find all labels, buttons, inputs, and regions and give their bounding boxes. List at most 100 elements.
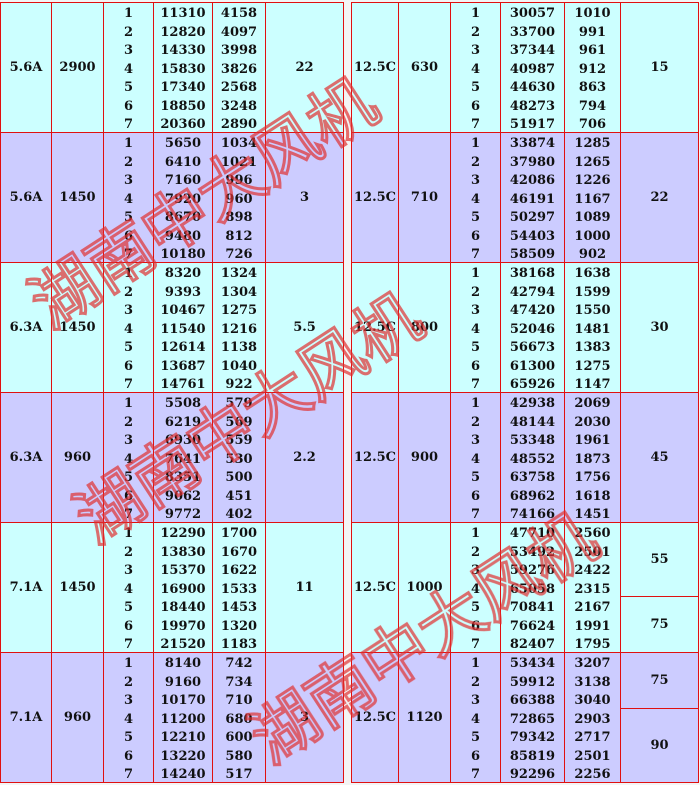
pressure-value: 1700: [220, 526, 258, 541]
position-value: 5: [123, 600, 134, 616]
flow-column: 11310 12820 14330 15830 17340 18850 20360: [153, 2, 213, 133]
position-value: 1: [123, 136, 134, 151]
position-value: 5: [470, 210, 481, 226]
power-cell: 3: [265, 652, 344, 783]
pressure-value: 1021: [220, 154, 258, 170]
pressure-value: 1453: [220, 600, 258, 616]
flow-value: 53492: [509, 544, 556, 560]
speed-cell: 1450: [51, 262, 104, 393]
pressure-value: 580: [225, 748, 253, 764]
pressure-value: 1383: [574, 340, 611, 356]
position-value: 5: [123, 340, 134, 356]
position-column: 1 2 3 4 5 6 7: [450, 2, 501, 133]
pressure-column: 579 569 559 530 500 451 402: [212, 392, 266, 523]
pressure-value: 680: [225, 711, 253, 727]
flow-value: 53434: [509, 656, 556, 671]
position-value: 5: [470, 470, 481, 486]
position-value: 2: [123, 284, 134, 300]
position-column: 1 2 3 4 5 6 7: [450, 392, 501, 523]
model-cell: 12.5C: [351, 522, 399, 653]
pressure-column: 1285 1265 1226 1167 1089 1000 902: [564, 132, 621, 263]
position-value: 3: [123, 693, 134, 709]
position-value: 4: [123, 61, 134, 77]
flow-value: 37344: [509, 43, 556, 59]
flow-value: 33874: [509, 136, 556, 151]
pressure-value: 2568: [220, 80, 258, 96]
position-value: 1: [123, 526, 134, 541]
pressure-value: 960: [225, 191, 253, 207]
flow-value: 18440: [160, 600, 206, 616]
flow-column: 30057 33700 37344 40987 44630 48273 51917: [500, 2, 565, 133]
flow-value: 17340: [160, 80, 206, 96]
flow-value: 9480: [164, 228, 202, 244]
flow-value: 15830: [160, 61, 206, 77]
flow-column: 38168 42794 47420 52046 56673 61300 65926: [500, 262, 565, 393]
pressure-value: 2890: [220, 117, 258, 133]
model-cell: 12.5C: [351, 652, 399, 783]
flow-value: 65058: [509, 581, 556, 597]
pressure-value: 2501: [574, 544, 611, 560]
position-value: 4: [123, 191, 134, 207]
flow-column: 5650 6410 7160 7920 8670 9480 10180: [153, 132, 213, 263]
flow-value: 58509: [509, 247, 556, 263]
position-value: 6: [470, 488, 481, 504]
flow-value: 30057: [509, 6, 556, 21]
flow-value: 10467: [160, 303, 206, 319]
pressure-column: 742 734 710 680 600 580 517: [212, 652, 266, 783]
pressure-value: 559: [225, 433, 253, 449]
position-value: 6: [123, 228, 134, 244]
flow-value: 7920: [164, 191, 202, 207]
power-cell: 5.5: [265, 262, 344, 393]
pressure-value: 794: [578, 98, 607, 114]
flow-value: 68962: [509, 488, 556, 504]
pressure-value: 2069: [574, 396, 611, 411]
position-value: 3: [123, 563, 134, 579]
pressure-value: 1481: [574, 321, 611, 337]
pressure-value: 1000: [574, 228, 611, 244]
pressure-value: 1275: [220, 303, 258, 319]
position-value: 7: [123, 767, 134, 783]
flow-value: 63758: [509, 470, 556, 486]
pressure-value: 706: [578, 117, 607, 133]
pressure-value: 3207: [574, 656, 611, 671]
flow-value: 8670: [164, 210, 202, 226]
pressure-value: 3138: [574, 674, 611, 690]
position-value: 5: [470, 80, 481, 96]
power-cell: 3: [265, 132, 344, 263]
flow-value: 42938: [509, 396, 556, 411]
position-column: 1 2 3 4 5 6 7: [450, 652, 501, 783]
position-value: 5: [470, 730, 481, 746]
flow-value: 9393: [164, 284, 202, 300]
flow-value: 59912: [509, 674, 556, 690]
flow-value: 8351: [164, 470, 202, 486]
position-value: 5: [123, 470, 134, 486]
flow-value: 61300: [509, 358, 556, 374]
flow-value: 19970: [160, 618, 206, 634]
speed-cell: 630: [398, 2, 451, 133]
position-value: 7: [123, 637, 134, 653]
pressure-value: 1285: [574, 136, 611, 151]
pressure-value: 4158: [220, 6, 258, 21]
position-value: 1: [470, 266, 481, 281]
position-value: 7: [123, 507, 134, 523]
model-cell: 5.6A: [0, 2, 52, 133]
position-value: 3: [470, 303, 481, 319]
pressure-value: 902: [578, 247, 607, 263]
model-cell: 6.3A: [0, 392, 52, 523]
position-value: 3: [123, 433, 134, 449]
position-value: 1: [470, 396, 481, 411]
speed-cell: 960: [51, 392, 104, 523]
pressure-value: 1670: [220, 544, 258, 560]
flow-value: 48144: [509, 414, 556, 430]
pressure-value: 517: [225, 767, 253, 783]
position-value: 2: [123, 674, 134, 690]
position-value: 7: [123, 117, 134, 133]
flow-value: 82407: [509, 637, 556, 653]
flow-column: 8320 9393 10467 11540 12614 13687 14761: [153, 262, 213, 393]
position-value: 4: [470, 191, 481, 207]
power-cell: 15: [620, 2, 699, 133]
position-value: 2: [123, 414, 134, 430]
position-value: 4: [123, 451, 134, 467]
position-value: 6: [470, 98, 481, 114]
position-value: 4: [123, 711, 134, 727]
